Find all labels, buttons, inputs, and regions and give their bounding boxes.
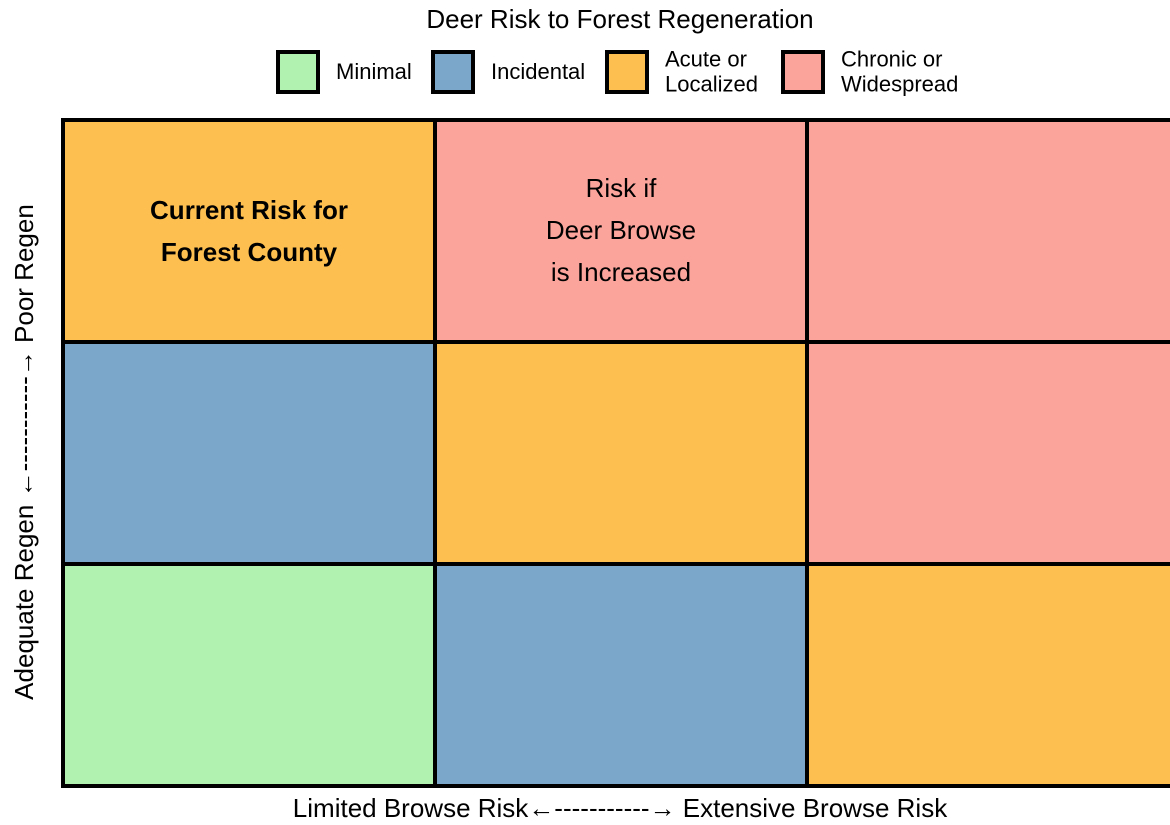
y-axis-label: Adequate Regen ←-----------→ Poor Regen bbox=[9, 204, 39, 700]
matrix-cell bbox=[805, 340, 1170, 566]
cell-label: Deer Browse bbox=[546, 215, 696, 245]
matrix-cell bbox=[805, 562, 1170, 788]
legend-label: Localized bbox=[665, 71, 758, 96]
cell-label: Current Risk for bbox=[150, 195, 348, 225]
matrix-cell bbox=[61, 562, 437, 788]
cell-label: is Increased bbox=[551, 257, 691, 287]
matrix-cell bbox=[61, 118, 437, 344]
matrix-cell bbox=[61, 340, 437, 566]
matrix-cell bbox=[433, 340, 809, 566]
legend-swatch bbox=[276, 50, 320, 94]
legend-label: Widespread bbox=[841, 71, 958, 96]
legend-swatch bbox=[431, 50, 475, 94]
matrix-cell bbox=[805, 118, 1170, 344]
legend-swatch bbox=[781, 50, 825, 94]
matrix-cell bbox=[433, 562, 809, 788]
legend-label: Acute or bbox=[665, 46, 747, 71]
legend-label: Minimal bbox=[336, 59, 412, 84]
matrix-cell bbox=[433, 118, 809, 344]
legend-label: Incidental bbox=[491, 59, 585, 84]
cell-label: Forest County bbox=[161, 237, 338, 267]
title: Deer Risk to Forest Regeneration bbox=[426, 4, 813, 34]
legend-label: Chronic or bbox=[841, 46, 942, 71]
x-axis-label: Limited Browse Risk←-----------→ Extensi… bbox=[293, 793, 948, 823]
legend-swatch bbox=[605, 50, 649, 94]
cell-label: Risk if bbox=[586, 173, 658, 203]
